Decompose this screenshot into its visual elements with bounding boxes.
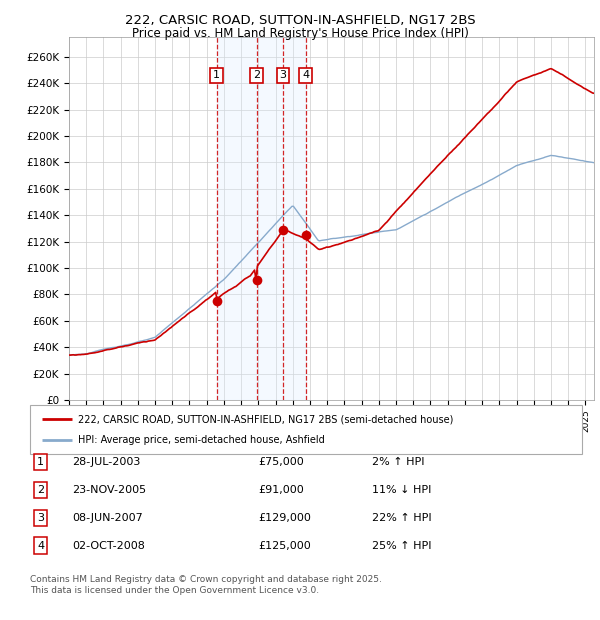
Text: 02-OCT-2008: 02-OCT-2008	[72, 541, 145, 551]
Text: 4: 4	[37, 541, 44, 551]
Text: 3: 3	[37, 513, 44, 523]
Text: £75,000: £75,000	[258, 457, 304, 467]
Text: 3: 3	[280, 70, 287, 80]
Text: Contains HM Land Registry data © Crown copyright and database right 2025.
This d: Contains HM Land Registry data © Crown c…	[30, 575, 382, 595]
Text: 22% ↑ HPI: 22% ↑ HPI	[372, 513, 431, 523]
Text: 222, CARSIC ROAD, SUTTON-IN-ASHFIELD, NG17 2BS (semi-detached house): 222, CARSIC ROAD, SUTTON-IN-ASHFIELD, NG…	[78, 414, 454, 424]
Text: 25% ↑ HPI: 25% ↑ HPI	[372, 541, 431, 551]
Text: 1: 1	[37, 457, 44, 467]
Text: £91,000: £91,000	[258, 485, 304, 495]
Text: 11% ↓ HPI: 11% ↓ HPI	[372, 485, 431, 495]
Text: Price paid vs. HM Land Registry's House Price Index (HPI): Price paid vs. HM Land Registry's House …	[131, 27, 469, 40]
Text: 1: 1	[213, 70, 220, 80]
Text: 4: 4	[302, 70, 309, 80]
Text: 28-JUL-2003: 28-JUL-2003	[72, 457, 140, 467]
Bar	[217, 37, 305, 400]
Text: HPI: Average price, semi-detached house, Ashfield: HPI: Average price, semi-detached house,…	[78, 435, 325, 445]
Text: 222, CARSIC ROAD, SUTTON-IN-ASHFIELD, NG17 2BS: 222, CARSIC ROAD, SUTTON-IN-ASHFIELD, NG…	[125, 14, 475, 27]
Text: 08-JUN-2007: 08-JUN-2007	[72, 513, 143, 523]
Text: £129,000: £129,000	[258, 513, 311, 523]
Text: 2% ↑ HPI: 2% ↑ HPI	[372, 457, 425, 467]
Text: 2: 2	[37, 485, 44, 495]
Text: 23-NOV-2005: 23-NOV-2005	[72, 485, 146, 495]
Text: £125,000: £125,000	[258, 541, 311, 551]
Text: 2: 2	[253, 70, 260, 80]
